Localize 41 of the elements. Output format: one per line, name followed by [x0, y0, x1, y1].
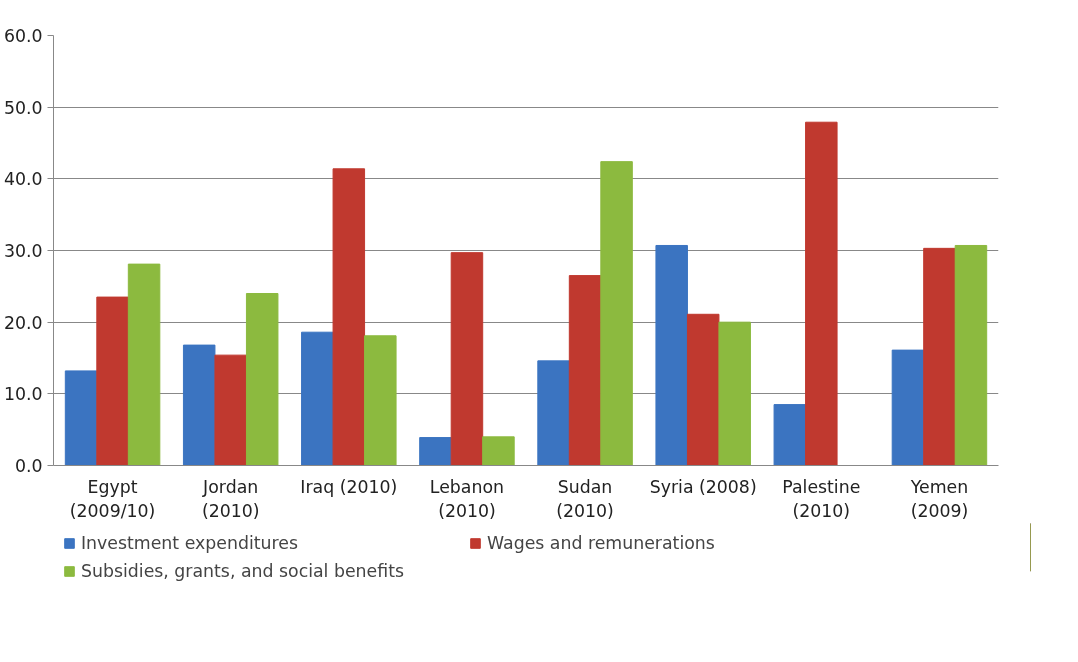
bar: [127, 263, 161, 466]
bar: [954, 244, 988, 466]
bar: [655, 244, 688, 466]
y-tick-label: 40.0: [3, 169, 43, 190]
x-tick-label: Jordan (2010): [201, 476, 260, 521]
legend-label: Subsidies, grants, and social benefits: [81, 561, 405, 581]
bar: [332, 168, 366, 466]
y-tick-label: 50.0: [3, 97, 43, 118]
x-tick-label: Sudan (2010): [556, 476, 614, 521]
bar: [214, 354, 247, 466]
x-tick-label: Egypt (2009/10): [69, 476, 156, 521]
y-tick-label: 10.0: [3, 384, 43, 405]
x-tick-label: Iraq (2010): [300, 476, 398, 497]
bar: [64, 370, 98, 466]
x-tick-label: Syria (2008): [649, 476, 757, 497]
bar: [923, 247, 956, 466]
x-tick-label: Yemen (2009): [909, 476, 969, 521]
bar: [718, 321, 751, 466]
bar: [805, 121, 838, 466]
bar: [537, 360, 570, 466]
x-tick-label: Palestine (2010): [782, 476, 861, 521]
bar: [301, 331, 334, 466]
bar: [245, 293, 279, 466]
y-tick-label: 30.0: [3, 241, 43, 261]
y-tick-label: 20.0: [3, 312, 43, 333]
x-tick-label: Lebanon (2010): [429, 476, 505, 521]
legend-label: Wages and remunerations: [487, 533, 716, 553]
y-tick-label: 60.0: [3, 26, 43, 46]
y-tick-label: 0.0: [14, 456, 43, 476]
bar: [482, 436, 515, 466]
bar: [891, 349, 925, 466]
bar: [686, 313, 720, 466]
bar: [364, 335, 397, 466]
bar: [419, 437, 452, 466]
bar: [450, 252, 484, 466]
bar: [96, 296, 129, 466]
bar: [600, 161, 633, 466]
bar: [182, 344, 216, 466]
bar: [568, 275, 602, 466]
legend-label: Investment expenditures: [81, 533, 299, 553]
bar: [773, 404, 807, 466]
